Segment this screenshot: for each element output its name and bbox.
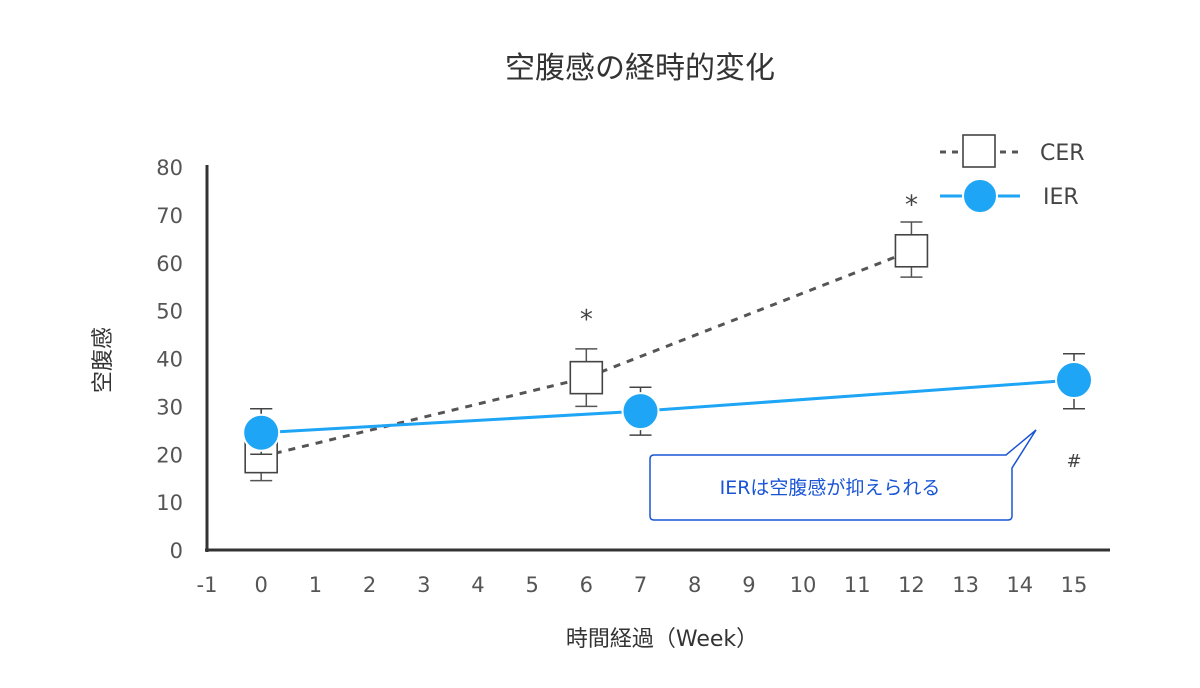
legend-label-ier: IER xyxy=(1043,185,1079,210)
annotation-callout: IERは空腹感が抑えられる xyxy=(649,429,1037,521)
legend-marker-cer xyxy=(962,134,996,168)
x-tick-label: 3 xyxy=(417,573,430,597)
x-tick-label: 5 xyxy=(525,573,538,597)
data-point xyxy=(1055,361,1093,400)
legend-marker-ier xyxy=(962,178,998,214)
y-tick-label: 0 xyxy=(170,539,183,563)
legend-label-cer: CER xyxy=(1040,141,1085,166)
y-tick-label: 30 xyxy=(156,395,183,419)
series-ier xyxy=(242,352,1093,455)
significance-marker: # xyxy=(1066,451,1081,472)
annotation-text: IERは空腹感が抑えられる xyxy=(720,477,941,499)
significance-marker: * xyxy=(905,190,918,220)
y-tick-label: 50 xyxy=(156,300,183,324)
x-axis-label: 時間経過（Week） xyxy=(566,627,758,652)
data-point xyxy=(242,413,281,452)
ticks-layer: -1 0 1 2 3 4 5 6 7 8 9 10 11 12 13 14 150102030405060708… xyxy=(156,156,1087,597)
y-axis-label: 空腹感 xyxy=(91,327,116,393)
x-tick-label: 13 xyxy=(952,573,979,597)
series-line xyxy=(261,378,1075,435)
x-tick-label: 9 xyxy=(742,573,755,597)
x-tick-label: 2 xyxy=(363,573,376,597)
legend: CER IER xyxy=(940,134,1085,214)
y-tick-label: 80 xyxy=(156,156,183,180)
x-tick-label: 12 xyxy=(898,573,925,597)
x-tick-label: 1 xyxy=(309,573,322,597)
x-tick-label: 8 xyxy=(688,573,701,597)
y-tick-label: 60 xyxy=(156,252,183,276)
marker-layer: * * # xyxy=(580,190,1082,472)
y-tick-label: 20 xyxy=(156,443,183,467)
series-cer xyxy=(244,221,929,482)
x-tick-label: 0 xyxy=(255,573,268,597)
data-point xyxy=(621,392,660,431)
x-tick-label: 10 xyxy=(790,573,817,597)
x-tick-label: 11 xyxy=(844,573,871,597)
data-point xyxy=(894,233,929,268)
x-tick-label: 4 xyxy=(471,573,484,597)
x-tick-label: 14 xyxy=(1006,573,1033,597)
x-tick-label: 7 xyxy=(634,573,647,597)
y-tick-label: 40 xyxy=(156,348,183,372)
y-tick-label: 10 xyxy=(156,491,183,515)
y-tick-label: 70 xyxy=(156,204,183,228)
chart-title: 空腹感の経時的変化 xyxy=(505,51,775,86)
x-tick-label: 6 xyxy=(580,573,593,597)
significance-marker: * xyxy=(580,305,593,335)
annotation-bubble xyxy=(649,429,1037,521)
x-tick-label: 15 xyxy=(1061,573,1088,597)
series-layer xyxy=(242,221,1093,482)
x-tick-label: -1 xyxy=(197,573,218,597)
data-point xyxy=(569,360,604,395)
